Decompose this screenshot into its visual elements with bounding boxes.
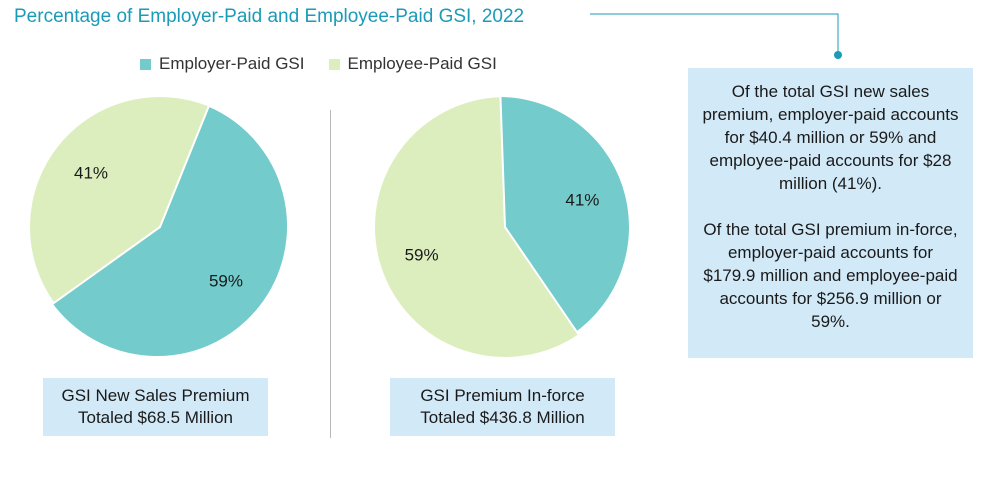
caption-new-sales-title: GSI New Sales Premium — [61, 386, 250, 405]
caption-in-force-total: Totaled $436.8 Million — [420, 408, 585, 427]
legend-item-employee: Employee-Paid GSI — [328, 54, 497, 74]
note-paragraph-new-sales: Of the total GSI new sales premium, empl… — [702, 82, 959, 193]
pie-chart-new-sales: 59% 41% — [28, 95, 289, 358]
legend-label-employer: Employer-Paid GSI — [159, 54, 305, 73]
chart-title: Percentage of Employer-Paid and Employee… — [14, 6, 525, 27]
caption-new-sales: GSI New Sales Premium Totaled $68.5 Mill… — [43, 378, 268, 436]
legend-swatch-employee — [328, 58, 340, 70]
legend-item-employer: Employer-Paid GSI — [140, 54, 305, 74]
connector-dot — [834, 51, 842, 59]
legend-swatch-employer — [140, 58, 151, 70]
legend: Employer-Paid GSI Employee-Paid GSI — [140, 54, 497, 74]
caption-in-force-title: GSI Premium In-force — [420, 386, 585, 405]
pie-chart-in-force: 41% 59% — [373, 95, 631, 359]
pie-data-label: 41% — [565, 191, 599, 210]
pie-slice-employer — [493, 95, 631, 337]
note-paragraph-in-force: Of the total GSI premium in-force, emplo… — [703, 220, 958, 331]
legend-label-employee: Employee-Paid GSI — [347, 54, 497, 73]
summary-note-box: Of the total GSI new sales premium, empl… — [688, 68, 973, 358]
caption-in-force: GSI Premium In-force Totaled $436.8 Mill… — [390, 378, 615, 436]
pie-data-label: 59% — [209, 271, 243, 290]
pie-data-label: 41% — [74, 164, 108, 183]
pie-slice-employee — [373, 95, 581, 359]
chart-divider — [330, 110, 331, 438]
pie-data-label: 59% — [405, 245, 439, 264]
pie-slice-employee — [28, 95, 211, 305]
caption-new-sales-total: Totaled $68.5 Million — [78, 408, 233, 427]
pie-slice-employer — [49, 103, 289, 358]
